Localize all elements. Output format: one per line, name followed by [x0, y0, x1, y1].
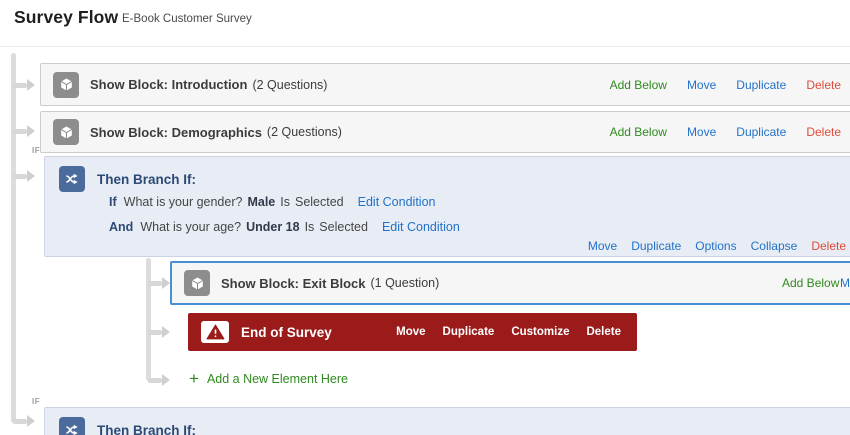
- delete-link[interactable]: Delete: [811, 239, 846, 253]
- add-below-link[interactable]: Add Below: [782, 276, 840, 290]
- add-new-element-label: Add a New Element Here: [206, 372, 348, 386]
- warning-triangle-icon: [201, 321, 229, 343]
- options-link[interactable]: Options: [695, 239, 737, 253]
- flow-arrow-head-icon: [27, 79, 35, 91]
- flow-arrow-head-icon: [27, 170, 35, 182]
- move-link[interactable]: Move: [396, 326, 426, 338]
- flow-element-end-of-survey[interactable]: End of Survey Move Duplicate Customize D…: [188, 313, 637, 351]
- end-of-survey-title: End of Survey: [241, 324, 332, 340]
- branch-title: Then Branch If:: [97, 422, 197, 435]
- block-cube-icon: [53, 119, 79, 145]
- condition-operand: Selected: [319, 220, 368, 234]
- delete-link[interactable]: Delete: [806, 77, 841, 92]
- flow-arrow: [13, 83, 27, 88]
- flow-element-branch[interactable]: Then Branch If: If What is your gender? Ma…: [44, 156, 850, 257]
- flow-arrow: [13, 419, 27, 424]
- block-cube-icon: [184, 270, 210, 296]
- branch-title: Then Branch If:: [97, 171, 197, 187]
- block-question-count: (2 Questions): [252, 77, 328, 92]
- condition-value: Male: [247, 195, 276, 209]
- plus-icon: +: [189, 369, 199, 388]
- branch-shuffle-icon: [59, 417, 85, 435]
- condition-operator: Is: [280, 195, 290, 209]
- edit-condition-link[interactable]: Edit Condition: [357, 195, 436, 209]
- flow-element-branch-2[interactable]: Then Branch If:: [44, 407, 850, 435]
- condition-value: Under 18: [246, 220, 300, 234]
- block-title: Show Block: Demographics: [90, 124, 262, 140]
- collapse-link[interactable]: Collapse: [750, 239, 798, 253]
- block-question-count: (2 Questions): [266, 125, 342, 139]
- flow-arrow: [148, 281, 162, 286]
- flow-arrow: [13, 129, 27, 134]
- duplicate-link[interactable]: Duplicate: [736, 125, 787, 139]
- delete-link[interactable]: Delete: [586, 326, 621, 338]
- duplicate-link[interactable]: Duplicate: [442, 326, 495, 338]
- duplicate-link[interactable]: Duplicate: [736, 77, 787, 92]
- if-label: IF: [32, 397, 41, 406]
- block-question-count: (1 Question): [370, 276, 440, 290]
- condition-question: What is your gender?: [123, 195, 243, 209]
- condition-operator: Is: [304, 220, 315, 234]
- block-cube-icon: [53, 71, 79, 98]
- flow-arrow-head-icon: [27, 415, 35, 427]
- block-title: Show Block: Exit Block: [221, 275, 366, 291]
- condition-operand: Selected: [294, 195, 344, 209]
- flow-arrow-head-icon: [162, 326, 170, 338]
- branch-condition-row: If What is your gender? Male Is Selected Edit…: [109, 195, 435, 209]
- move-link[interactable]: Move: [686, 125, 717, 139]
- condition-prefix: And: [109, 220, 134, 234]
- customize-link[interactable]: Customize: [511, 326, 570, 338]
- delete-link[interactable]: Delete: [806, 125, 841, 139]
- flow-arrow-head-icon: [162, 374, 170, 386]
- add-new-element-link[interactable]: + Add a New Element Here: [189, 369, 348, 388]
- condition-question: What is your age?: [140, 220, 242, 234]
- flow-element-block-introduction[interactable]: Show Block: Introduction (2 Questions) A…: [40, 63, 850, 106]
- if-label: IF: [32, 146, 41, 155]
- flow-connector-line: [11, 53, 16, 423]
- flow-arrow-head-icon: [162, 277, 170, 289]
- condition-prefix: If: [109, 195, 117, 209]
- header-divider: [0, 46, 850, 47]
- branch-connector-line: [146, 258, 151, 381]
- page-title: Survey Flow: [14, 7, 119, 27]
- move-link[interactable]: Move: [587, 239, 618, 253]
- flow-element-block-exit[interactable]: Show Block: Exit Block (1 Question) Add …: [170, 261, 850, 305]
- edit-condition-link[interactable]: Edit Condition: [381, 220, 460, 234]
- move-link[interactable]: Move: [840, 276, 850, 290]
- block-title: Show Block: Introduction: [90, 77, 248, 92]
- survey-name: E-Book Customer Survey: [122, 13, 252, 25]
- flow-element-block-demographics[interactable]: Show Block: Demographics (2 Questions) A…: [40, 111, 850, 153]
- flow-arrow: [148, 330, 162, 335]
- flow-arrow: [13, 174, 27, 179]
- move-link[interactable]: Move: [686, 77, 717, 92]
- branch-condition-row: And What is your age? Under 18 Is Selected Ed…: [109, 220, 460, 234]
- flow-arrow-head-icon: [27, 125, 35, 137]
- flow-arrow: [148, 378, 162, 383]
- add-below-link[interactable]: Add Below: [609, 77, 667, 92]
- branch-shuffle-icon: [59, 166, 85, 192]
- duplicate-link[interactable]: Duplicate: [631, 239, 682, 253]
- add-below-link[interactable]: Add Below: [609, 125, 667, 139]
